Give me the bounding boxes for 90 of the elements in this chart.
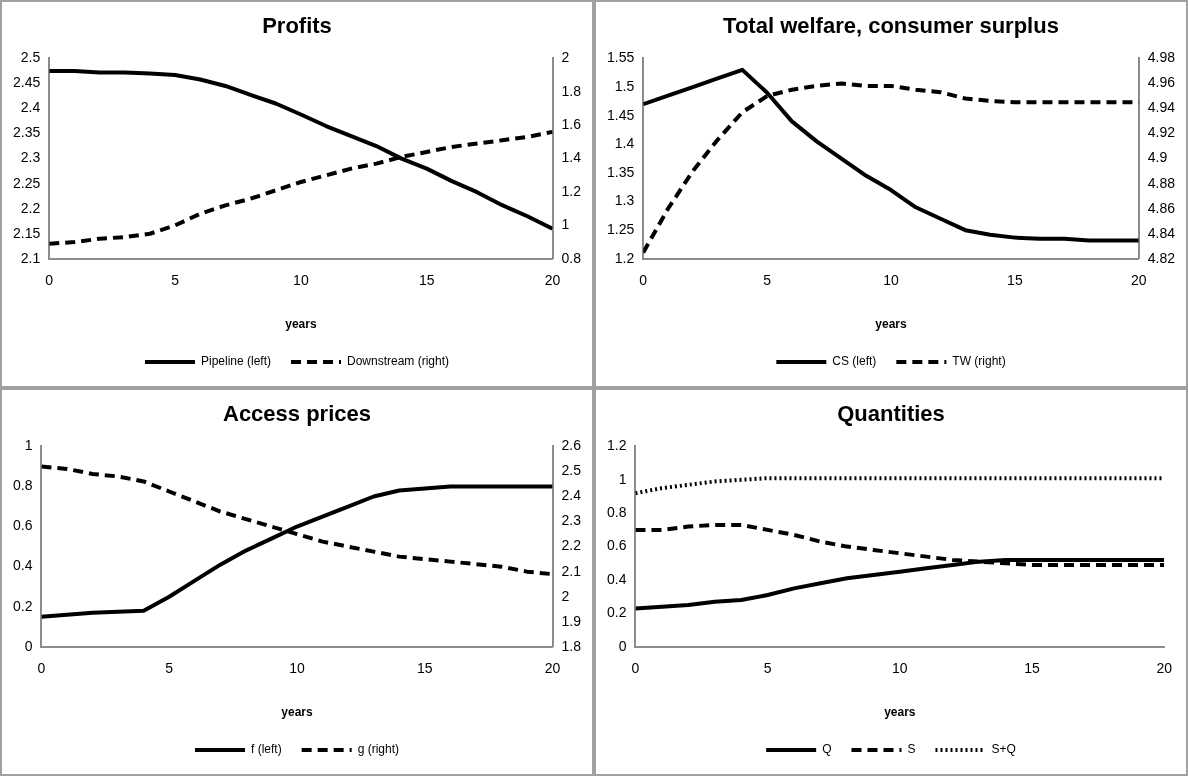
- chart-title: Profits: [262, 13, 332, 39]
- y-tick-label: 1.3: [614, 192, 635, 209]
- x-tick-label: 5: [171, 272, 180, 289]
- y2-tick-label: 4.82: [1147, 249, 1176, 266]
- y2-tick-label: 1.8: [561, 82, 582, 99]
- y2-tick-label: 1.9: [561, 612, 582, 629]
- x-tick-label: 15: [1007, 272, 1023, 289]
- y-tick-label: 1.5: [614, 77, 635, 94]
- y-tick-label: 1.45: [607, 106, 635, 123]
- x-tick-label: 15: [416, 660, 433, 677]
- y-tick-label: 0: [618, 637, 627, 654]
- y-tick-label: 1.55: [607, 49, 635, 66]
- y-tick-label: 0.8: [606, 504, 627, 521]
- x-tick-label: 5: [165, 660, 174, 677]
- x-tick-label: 15: [1024, 660, 1041, 677]
- y2-tick-label: 1.8: [561, 637, 582, 654]
- y-tick-label: 0.8: [12, 477, 33, 494]
- y-tick-label: 2.4: [20, 99, 41, 116]
- y-tick-label: 0.4: [606, 570, 627, 587]
- y-tick-label: 2.25: [13, 174, 41, 191]
- x-tick-label: 5: [763, 272, 772, 289]
- x-tick-label: 10: [289, 660, 305, 677]
- x-tick-label: 10: [892, 660, 908, 677]
- y-tick-label: 2.15: [13, 224, 41, 241]
- y2-tick-label: 2.1: [561, 562, 582, 579]
- x-tick-label: 10: [883, 272, 899, 289]
- y-tick-label: 2.2: [20, 199, 41, 216]
- y2-tick-label: 2: [561, 587, 570, 604]
- y2-tick-label: 2.2: [561, 537, 582, 554]
- y-tick-label: 0: [24, 637, 33, 654]
- y-tick-label: 1.4: [614, 135, 635, 152]
- x-tick-label: 20: [544, 272, 561, 289]
- y-tick-label: 0.2: [606, 604, 627, 621]
- legend-label: TW (right): [952, 354, 1006, 369]
- x-tick-label: 20: [1130, 272, 1147, 289]
- y2-tick-label: 1.6: [561, 116, 582, 133]
- x-axis-title: years: [884, 705, 916, 720]
- y-tick-label: 2.1: [20, 249, 41, 266]
- y2-tick-label: 4.84: [1147, 224, 1176, 241]
- y2-tick-label: 1.4: [561, 149, 582, 166]
- y2-tick-label: 2.4: [561, 487, 582, 504]
- x-tick-label: 10: [293, 272, 309, 289]
- legend-label: f (left): [250, 742, 282, 757]
- legend-label: CS (left): [832, 354, 877, 369]
- y2-tick-label: 0.8: [561, 249, 582, 266]
- chart-title: Access prices: [223, 401, 371, 427]
- x-tick-label: 0: [639, 272, 648, 289]
- y-tick-label: 1.2: [614, 249, 635, 266]
- y2-tick-label: 1: [561, 216, 570, 233]
- y2-tick-label: 4.9: [1147, 149, 1168, 166]
- y-tick-label: 0.6: [606, 537, 627, 554]
- x-axis-title: years: [875, 317, 907, 332]
- x-tick-label: 20: [544, 660, 561, 677]
- y2-tick-label: 2.3: [561, 512, 582, 529]
- chart-title: Total welfare, consumer surplus: [723, 13, 1059, 39]
- y2-tick-label: 4.96: [1147, 74, 1176, 91]
- y-tick-label: 2.3: [20, 149, 41, 166]
- x-tick-label: 0: [45, 272, 54, 289]
- x-axis-title: years: [285, 317, 317, 332]
- y2-tick-label: 2.5: [561, 462, 582, 479]
- legend-label: S: [907, 742, 916, 757]
- legend-label: S+Q: [991, 742, 1016, 757]
- y-tick-label: 1.25: [607, 221, 635, 238]
- legend-label: g (right): [357, 742, 400, 757]
- legend-label: Q: [822, 742, 832, 757]
- y2-tick-label: 4.92: [1147, 124, 1176, 141]
- legend-label: Downstream (right): [347, 354, 450, 369]
- x-tick-label: 5: [763, 660, 772, 677]
- y-tick-label: 0.4: [12, 557, 33, 574]
- chart-title: Quantities: [837, 401, 945, 427]
- y2-tick-label: 4.94: [1147, 99, 1176, 116]
- y2-tick-label: 4.98: [1147, 49, 1176, 66]
- y-tick-label: 1: [24, 437, 33, 454]
- y2-tick-label: 2: [561, 49, 570, 66]
- y2-tick-label: 1.2: [561, 182, 582, 199]
- y-tick-label: 1.35: [607, 163, 635, 180]
- x-axis-title: years: [281, 705, 313, 720]
- y-tick-label: 1: [618, 470, 627, 487]
- y-tick-label: 2.45: [13, 74, 41, 91]
- y-tick-label: 0.2: [12, 597, 33, 614]
- y2-tick-label: 4.88: [1147, 174, 1176, 191]
- y-tick-label: 2.5: [20, 49, 41, 66]
- legend-label: Pipeline (left): [200, 354, 272, 369]
- y2-tick-label: 4.86: [1147, 199, 1176, 216]
- y-tick-label: 0.6: [12, 517, 33, 534]
- y2-tick-label: 2.6: [561, 437, 582, 454]
- y-tick-label: 2.35: [13, 124, 41, 141]
- x-tick-label: 20: [1156, 660, 1173, 677]
- x-tick-label: 15: [418, 272, 435, 289]
- y-tick-label: 1.2: [606, 437, 627, 454]
